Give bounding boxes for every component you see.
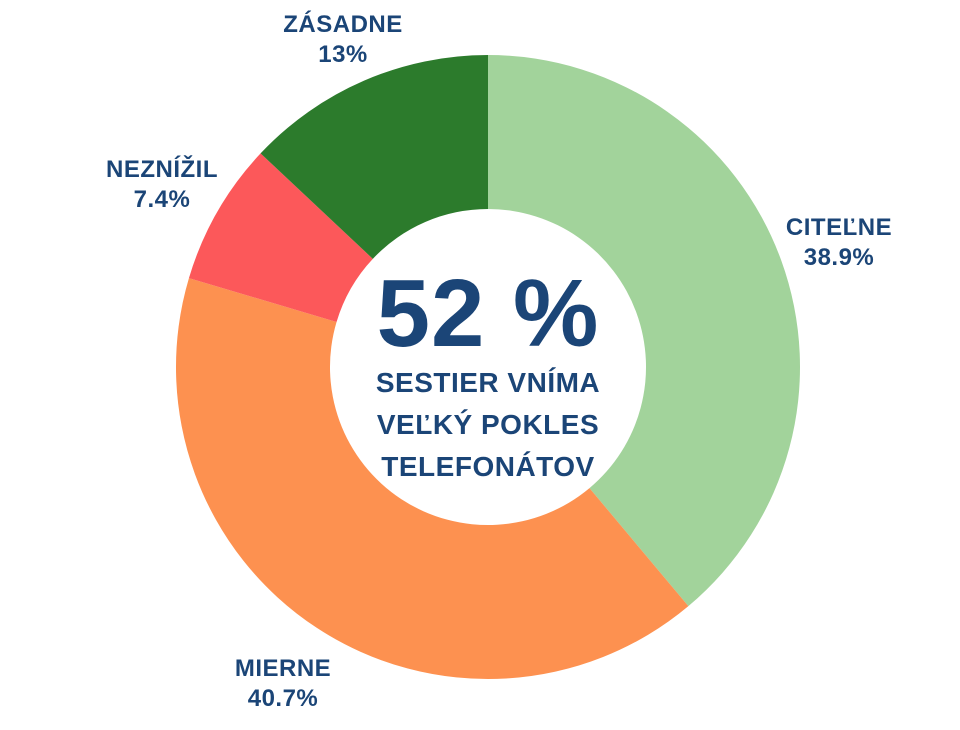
donut-slice-zasadne xyxy=(260,54,488,259)
center-line-1: SESTIER VNÍMA xyxy=(375,367,601,398)
label-mierne: MIERNE 40.7% xyxy=(173,654,393,714)
label-citelne: CITEĽNE 38.9% xyxy=(729,213,949,273)
label-mierne-name: MIERNE xyxy=(234,655,332,682)
donut-slice-citelne xyxy=(488,55,801,607)
label-neznizil-value: 7.4% xyxy=(133,186,191,213)
label-zasadne-name: ZÁSADNE xyxy=(283,11,403,38)
label-neznizil: NEZNÍŽIL 7.4% xyxy=(52,155,272,215)
label-mierne-value: 40.7% xyxy=(247,685,319,712)
label-citelne-name: CITEĽNE xyxy=(785,214,893,241)
center-line-2: VEĽKÝ POKLES xyxy=(376,409,600,440)
label-zasadne: ZÁSADNE 13% xyxy=(233,10,453,70)
label-neznizil-name: NEZNÍŽIL xyxy=(106,156,218,183)
label-zasadne-value: 13% xyxy=(318,41,368,68)
donut-slice-mierne xyxy=(175,278,689,680)
center-line-3: TELEFONÁTOV xyxy=(381,451,595,482)
donut-slice-neznizil xyxy=(188,153,373,322)
center-text: 52 % SESTIER VNÍMA VEĽKÝ POKLES TELEFONÁ… xyxy=(376,266,600,488)
center-headline: 52 % xyxy=(376,260,600,367)
label-citelne-value: 38.9% xyxy=(803,244,875,271)
